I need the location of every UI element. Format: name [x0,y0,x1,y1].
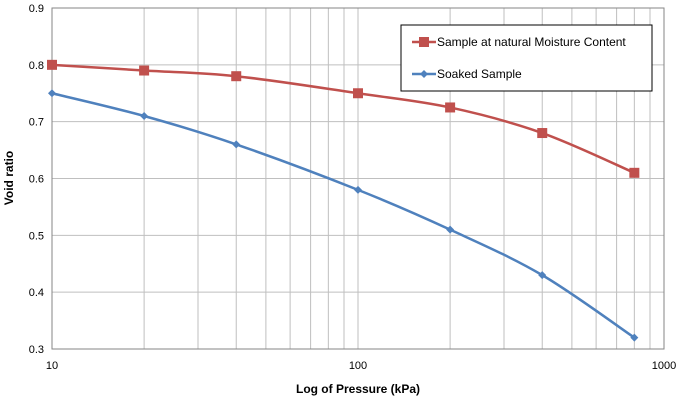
y-tick-label: 0.7 [29,117,44,129]
x-axis-label: Log of Pressure (kPa) [296,382,420,396]
data-point [630,333,639,342]
data-point [353,88,363,99]
series-0 [47,59,640,178]
data-point [446,225,455,234]
data-point [48,89,56,98]
legend-marker [420,70,428,78]
tick-labels: 0.3 0.4 0.5 0.6 0.7 0.8 0.9 10 100 1000 [29,3,677,372]
x-tick-label: 100 [349,360,367,372]
y-tick-label: 0.8 [29,60,44,72]
data-point [139,65,150,76]
data-point [47,59,57,70]
data-point [629,167,640,178]
y-tick-label: 0.3 [29,344,44,356]
legend: Sample at natural Moisture Content Soaked… [400,24,653,92]
y-tick-label: 0.6 [29,174,44,186]
x-tick-label: 10 [46,360,58,372]
y-axis-label: Void ratio [2,151,16,205]
data-point [538,271,547,280]
legend-box [400,24,653,92]
legend-item: Sample at natural Moisture Content [412,35,626,49]
data-point [354,185,362,194]
series-layer [47,59,640,342]
y-tick-label: 0.4 [29,287,44,299]
y-tick-label: 0.9 [29,3,44,15]
data-point [232,140,241,149]
data-point [445,102,456,113]
legend-label: Soaked Sample [437,67,522,81]
data-point [231,71,242,82]
legend-marker [419,37,429,47]
data-point [537,128,548,139]
y-tick-label: 0.5 [29,230,44,242]
legend-item: Soaked Sample [412,67,522,81]
plot-area-border [51,7,665,350]
data-point [140,111,149,120]
series-1 [48,89,639,342]
x-tick-label: 1000 [652,360,676,372]
legend-label: Sample at natural Moisture Content [437,35,626,49]
